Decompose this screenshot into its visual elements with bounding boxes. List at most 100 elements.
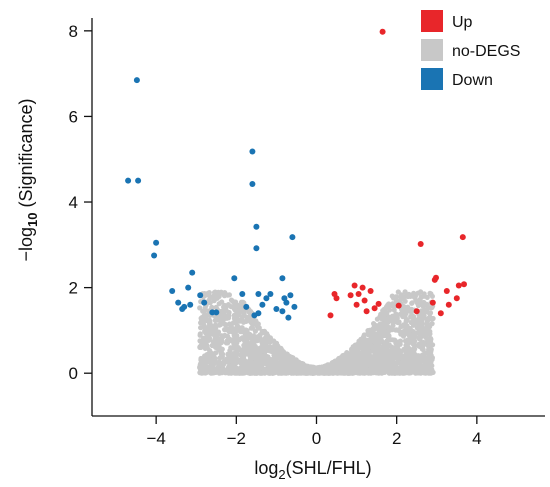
down-point xyxy=(283,299,290,306)
no-degs-point xyxy=(419,346,425,352)
no-degs-point xyxy=(377,363,383,369)
no-degs-point xyxy=(207,348,213,354)
no-degs-point xyxy=(401,366,407,372)
legend-label-down: Down xyxy=(452,72,493,89)
up-point xyxy=(413,308,420,315)
up-point xyxy=(445,301,452,308)
no-degs-point xyxy=(216,301,222,307)
no-degs-point xyxy=(368,331,374,337)
no-degs-point xyxy=(271,357,277,363)
no-degs-point xyxy=(276,351,282,358)
up-point xyxy=(375,300,382,307)
no-degs-point xyxy=(375,335,381,341)
no-degs-point xyxy=(394,343,401,349)
down-point xyxy=(251,312,258,319)
no-degs-point xyxy=(387,348,393,355)
no-degs-point xyxy=(222,321,228,327)
no-degs-point xyxy=(232,360,238,366)
no-degs-point xyxy=(197,338,203,344)
no-degs-point xyxy=(412,332,418,339)
no-degs-point xyxy=(267,370,273,376)
up-point xyxy=(371,305,378,312)
no-degs-point xyxy=(358,343,364,349)
no-degs-point xyxy=(251,366,257,372)
no-degs-point xyxy=(420,339,426,345)
no-degs-point xyxy=(263,340,269,346)
no-degs-point xyxy=(385,304,391,310)
x-tick-label: 4 xyxy=(472,429,481,448)
no-degs-point xyxy=(407,337,413,343)
no-degs-point xyxy=(378,312,384,318)
no-degs-point xyxy=(218,321,224,328)
no-degs-point xyxy=(413,355,419,361)
down-point xyxy=(151,252,158,259)
no-degs-point xyxy=(362,364,368,370)
no-degs-point xyxy=(226,321,233,327)
up-point xyxy=(361,297,368,304)
no-degs-point xyxy=(220,360,226,366)
no-degs-point xyxy=(327,370,334,376)
no-degs-point xyxy=(403,318,409,324)
y-tick-label: 2 xyxy=(69,279,78,298)
no-degs-point xyxy=(238,369,244,375)
up-point xyxy=(443,288,450,294)
no-degs-point xyxy=(248,340,254,346)
no-degs-point xyxy=(213,342,219,348)
no-degs-point xyxy=(221,293,228,299)
no-degs-point xyxy=(256,366,262,372)
no-degs-point xyxy=(288,360,294,366)
no-degs-point xyxy=(198,356,204,362)
no-degs-point xyxy=(258,337,264,343)
down-point xyxy=(285,314,292,321)
no-degs-point xyxy=(252,328,258,334)
no-degs-point xyxy=(328,364,334,370)
no-degs-point xyxy=(409,300,415,306)
no-degs-point xyxy=(426,337,432,343)
no-degs-point xyxy=(398,361,404,367)
no-degs-point xyxy=(234,323,240,329)
no-degs-point xyxy=(240,299,246,305)
no-degs-point xyxy=(416,316,422,322)
no-degs-point xyxy=(209,304,215,310)
no-degs-point xyxy=(248,349,254,355)
no-degs-point xyxy=(340,370,346,376)
no-degs-point xyxy=(425,316,431,322)
no-degs-point xyxy=(260,354,266,360)
no-degs-point xyxy=(256,325,262,331)
no-degs-point xyxy=(245,359,251,365)
no-degs-point xyxy=(392,367,398,373)
no-degs-point xyxy=(225,302,231,308)
legend-label-no-degs: no-DEGS xyxy=(452,43,520,60)
no-degs-point xyxy=(415,368,421,374)
no-degs-point xyxy=(372,326,378,332)
no-degs-point xyxy=(381,316,387,322)
no-degs-point xyxy=(260,348,266,354)
up-point xyxy=(327,312,334,319)
y-axis-title-sub: 10 xyxy=(25,213,40,227)
no-degs-point xyxy=(374,370,380,376)
no-degs-point xyxy=(212,329,218,335)
up-point xyxy=(359,284,366,291)
no-degs-point xyxy=(353,368,359,374)
no-degs-point xyxy=(207,357,213,363)
no-degs-point xyxy=(341,360,347,366)
x-axis-title-sub: 2 xyxy=(278,467,285,482)
no-degs-point xyxy=(383,324,389,330)
no-degs-point xyxy=(389,313,396,319)
down-point xyxy=(187,301,194,308)
no-degs-point xyxy=(205,335,211,342)
no-degs-point xyxy=(394,318,400,324)
no-degs-point xyxy=(206,322,213,328)
no-degs-point xyxy=(213,366,219,372)
down-point xyxy=(249,148,256,155)
up-point xyxy=(417,241,424,247)
down-point xyxy=(197,292,204,299)
y-tick-label: 8 xyxy=(69,22,78,41)
no-degs-point xyxy=(233,317,239,323)
no-degs-point xyxy=(401,353,407,359)
no-degs-point xyxy=(417,321,423,327)
no-degs-point xyxy=(397,370,403,376)
no-degs-point xyxy=(226,313,232,319)
no-degs-point xyxy=(386,333,392,339)
no-degs-point xyxy=(355,361,361,367)
